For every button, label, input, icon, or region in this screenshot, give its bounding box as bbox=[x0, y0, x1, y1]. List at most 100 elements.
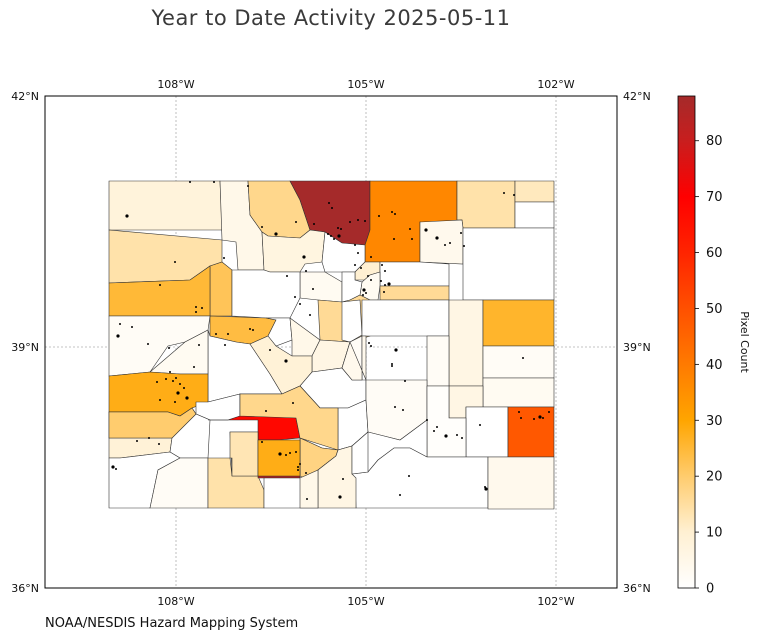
fire-detection-point bbox=[285, 454, 287, 456]
fire-detection-point bbox=[338, 495, 342, 499]
fire-detection-point bbox=[542, 417, 544, 419]
colorbar-tick-label: 20 bbox=[706, 470, 723, 485]
fire-detection-point bbox=[148, 437, 150, 439]
county-region bbox=[341, 299, 363, 343]
fire-detection-point bbox=[158, 443, 160, 445]
fire-detection-point bbox=[365, 292, 367, 294]
lon-tick-bottom-108w: 108°W bbox=[157, 595, 194, 608]
county-region bbox=[379, 261, 450, 287]
fire-detection-point bbox=[383, 291, 385, 293]
fire-detection-point bbox=[357, 219, 359, 221]
fire-detection-point bbox=[484, 487, 488, 491]
fire-detection-point bbox=[333, 238, 335, 240]
county-region bbox=[207, 457, 265, 509]
fire-detection-point bbox=[444, 434, 448, 438]
fire-detection-point bbox=[305, 270, 307, 272]
fire-detection-point bbox=[195, 311, 197, 313]
lon-tick-bottom-102w: 102°W bbox=[537, 595, 574, 608]
fire-detection-point bbox=[115, 468, 117, 470]
fire-detection-point bbox=[292, 402, 294, 404]
chart-title: Year to Date Activity 2025-05-11 bbox=[151, 6, 511, 30]
fire-detection-point bbox=[393, 238, 395, 240]
fire-detection-point bbox=[337, 227, 339, 229]
fire-detection-point bbox=[411, 238, 413, 240]
fire-detection-point bbox=[449, 242, 451, 244]
fire-detection-point bbox=[408, 475, 410, 477]
fire-detection-point bbox=[111, 465, 115, 469]
fire-detection-point bbox=[136, 440, 138, 442]
fire-detection-point bbox=[463, 245, 465, 247]
lat-tick-right-39n: 39°N bbox=[623, 341, 651, 354]
map-frame bbox=[44, 95, 618, 589]
fire-detection-point bbox=[503, 192, 505, 194]
fire-detection-point bbox=[360, 267, 362, 269]
fire-detection-point bbox=[131, 326, 133, 328]
fire-detection-point bbox=[165, 378, 167, 380]
fire-detection-point bbox=[391, 365, 393, 367]
fire-detection-point bbox=[306, 498, 308, 500]
fire-detection-point bbox=[213, 181, 215, 183]
fire-detection-point bbox=[125, 214, 129, 218]
fire-detection-point bbox=[362, 294, 364, 296]
county-region bbox=[108, 407, 197, 439]
fire-detection-point bbox=[391, 211, 393, 213]
fire-detection-point bbox=[479, 424, 481, 426]
colorbar-tick-label: 30 bbox=[706, 414, 723, 429]
fire-detection-point bbox=[331, 207, 333, 209]
fire-detection-point bbox=[284, 359, 288, 363]
county-region bbox=[108, 180, 223, 231]
fire-detection-point bbox=[269, 349, 271, 351]
county-region bbox=[482, 377, 555, 408]
fire-detection-point bbox=[174, 261, 176, 263]
county-region bbox=[239, 385, 339, 451]
county-region bbox=[299, 469, 319, 509]
fire-detection-point bbox=[394, 213, 396, 215]
fire-detection-point bbox=[215, 333, 217, 335]
fire-detection-point bbox=[548, 411, 550, 413]
fire-detection-point bbox=[354, 244, 356, 246]
fire-detection-point bbox=[295, 221, 297, 223]
fire-detection-point bbox=[261, 441, 263, 443]
fire-detection-point bbox=[404, 380, 406, 382]
lat-tick-left-39n: 39°N bbox=[11, 341, 39, 354]
county-region bbox=[257, 439, 301, 477]
colorbar-tick-label: 50 bbox=[706, 302, 723, 317]
colorbar bbox=[677, 95, 696, 589]
fire-detection-point bbox=[456, 434, 458, 436]
county-layer bbox=[108, 180, 555, 510]
lat-tick-right-42n: 42°N bbox=[623, 90, 651, 103]
fire-detection-point bbox=[305, 472, 307, 474]
fire-detection-point bbox=[394, 348, 398, 352]
fire-detection-point bbox=[297, 466, 299, 468]
fire-detection-point bbox=[193, 366, 195, 368]
fire-detection-point bbox=[402, 409, 404, 411]
fire-detection-point bbox=[299, 463, 301, 465]
fire-detection-point bbox=[394, 406, 396, 408]
fire-detection-point bbox=[370, 345, 372, 347]
colorbar-tick-label: 40 bbox=[706, 358, 723, 373]
county-region bbox=[465, 406, 509, 458]
county-region bbox=[462, 227, 555, 301]
county-region bbox=[514, 180, 555, 203]
fire-detection-point bbox=[249, 328, 251, 330]
lat-tick-right-36n: 36°N bbox=[623, 582, 651, 595]
fire-detection-point bbox=[357, 252, 359, 254]
lat-tick-left-42n: 42°N bbox=[11, 90, 39, 103]
fire-detection-point bbox=[159, 284, 161, 286]
fire-detection-point bbox=[409, 228, 411, 230]
county-region bbox=[351, 431, 369, 475]
lon-tick-bottom-105w: 105°W bbox=[347, 595, 384, 608]
county-region bbox=[426, 335, 450, 387]
fire-detection-point bbox=[384, 284, 386, 286]
county-region bbox=[456, 180, 516, 229]
fire-detection-point bbox=[174, 401, 176, 403]
fire-detection-point bbox=[362, 288, 366, 292]
county-region bbox=[231, 269, 301, 319]
fire-detection-point bbox=[370, 256, 372, 258]
colorbar-tick-label: 0 bbox=[706, 582, 714, 597]
data-credit: NOAA/NESDIS Hazard Mapping System bbox=[45, 616, 299, 631]
county-region bbox=[507, 406, 555, 458]
county-region bbox=[448, 299, 484, 387]
fire-detection-point bbox=[391, 363, 393, 365]
